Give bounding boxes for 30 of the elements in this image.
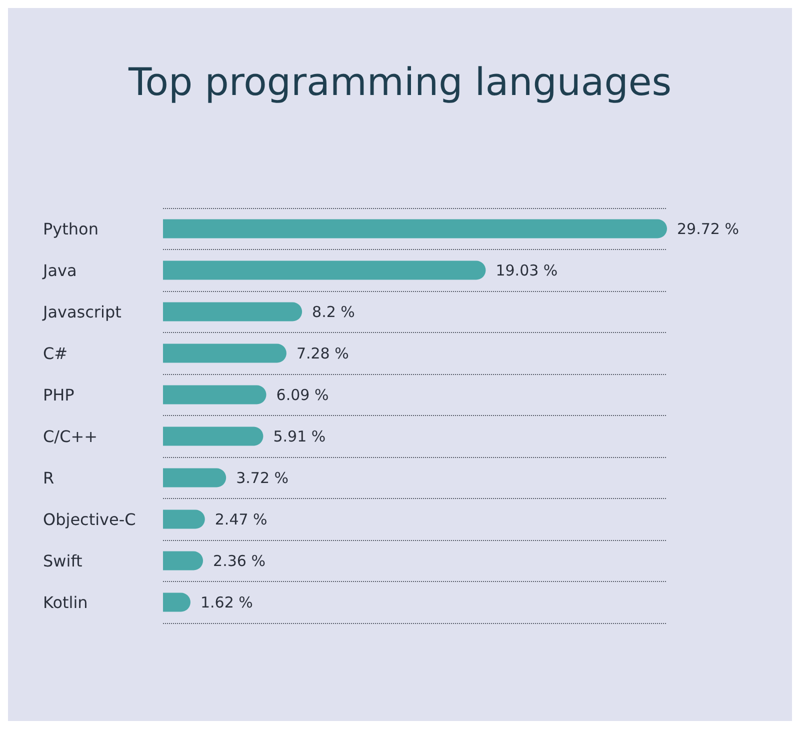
bar (163, 426, 264, 446)
data-label: 3.72 % (236, 468, 289, 487)
y-tick-label: Java (42, 260, 77, 280)
bar (163, 302, 302, 322)
data-label: 1.62 % (200, 593, 253, 612)
y-tick-label: PHP (43, 385, 75, 404)
data-label: 2.47 % (214, 510, 268, 528)
y-tick-label: C# (43, 344, 68, 363)
data-label: 2.36 % (213, 552, 266, 570)
y-tick-label: Swift (43, 551, 82, 570)
bar (163, 219, 667, 238)
bar (163, 551, 204, 570)
bar (163, 385, 266, 404)
y-tick-label: R (43, 468, 54, 488)
bar (163, 344, 286, 363)
data-label: 6.09 % (276, 386, 329, 404)
data-label: 8.2 % (312, 302, 355, 321)
y-tick-label: Objective-C (43, 510, 136, 529)
bar (163, 510, 205, 529)
data-label: 19.03 % (496, 261, 558, 280)
chart-title: Top programming languages (128, 60, 672, 104)
data-label: 5.91 % (273, 427, 326, 446)
data-label: 7.28 % (296, 344, 349, 362)
y-tick-label: Kotlin (43, 592, 88, 612)
bar (163, 260, 486, 280)
y-tick-label: Javascript (42, 302, 122, 322)
bar (163, 468, 226, 488)
y-tick-label: Python (43, 219, 98, 238)
y-tick-label: C/C++ (43, 426, 98, 446)
data-label: 29.72 % (677, 220, 739, 238)
